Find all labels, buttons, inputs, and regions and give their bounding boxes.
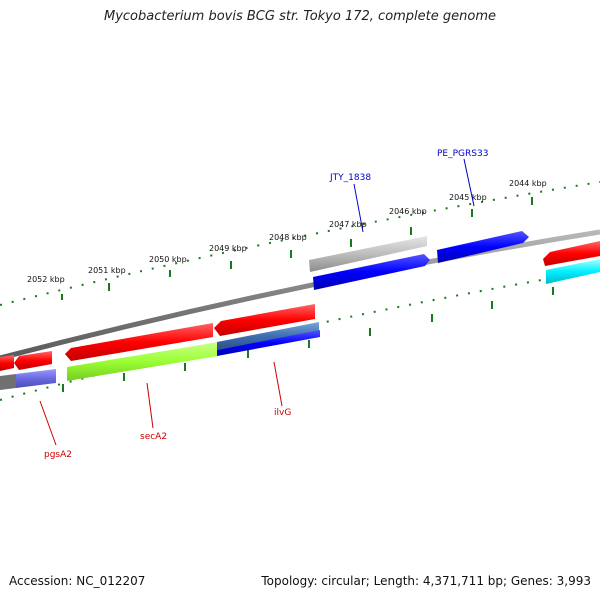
gene-label-pe-pgrs33[interactable]: PE_PGRS33 — [437, 149, 488, 159]
tick-label: 2045 kbp — [449, 193, 487, 202]
gene-arrow-pgsa2-violet[interactable] — [16, 369, 56, 388]
gene-arrow-pgsa2-gray[interactable] — [0, 374, 16, 390]
gene-label-pgsa2[interactable]: pgsA2 — [44, 450, 72, 460]
inner-tick-ring — [0, 269, 600, 401]
gene-label-jty1838[interactable]: JTY_1838 — [329, 173, 371, 183]
gene-label-ilvg[interactable]: ilvG — [274, 408, 291, 418]
tick-labels: 2052 kbp 2051 kbp 2050 kbp 2049 kbp 2048… — [27, 179, 547, 284]
leader-pe-pgrs33 — [463, 158, 475, 207]
gene-arrow-ilvg-blue[interactable] — [217, 330, 320, 356]
gene-arrow-seca2-green[interactable] — [67, 342, 218, 381]
lower-strand-features — [0, 304, 320, 390]
gene-arrow-seca2-red[interactable] — [65, 323, 213, 361]
gene-arrow-pe-pgrs33[interactable] — [437, 231, 529, 263]
leader-pgsa2 — [39, 400, 57, 446]
topology-text: Topology: circular; Length: 4,371,711 bp… — [261, 574, 591, 588]
gene-arrow-right-red[interactable] — [543, 241, 600, 266]
label-leaders — [39, 158, 475, 446]
gene-arrow-right-cyan[interactable] — [546, 259, 600, 284]
tick-label: 2051 kbp — [88, 266, 126, 275]
gene-arrow-left-red-small[interactable] — [14, 351, 52, 370]
upper-strand-features — [309, 231, 600, 290]
tick-label: 2049 kbp — [209, 244, 247, 253]
tick-label: 2052 kbp — [27, 275, 65, 284]
tick-label: 2047 kbp — [329, 220, 367, 229]
tick-label: 2046 kbp — [389, 207, 427, 216]
gene-arrow-ilvg-red[interactable] — [214, 304, 315, 336]
accession-text: Accession: NC_012207 — [9, 574, 146, 588]
outer-major-ticks — [61, 197, 533, 300]
leader-jty1838 — [353, 183, 364, 233]
gene-labels: JTY_1838 PE_PGRS33 pgsA2 secA2 ilvG — [44, 149, 488, 460]
gene-arrow-jty1838-gray[interactable] — [309, 236, 427, 272]
genome-backbone — [0, 229, 600, 361]
gene-arrow-far-left-red[interactable] — [0, 355, 14, 371]
gene-arrow-jty1838-blue[interactable] — [313, 254, 430, 290]
tick-label: 2048 kbp — [269, 233, 307, 242]
inner-major-ticks — [62, 287, 554, 392]
leader-seca2 — [146, 382, 154, 429]
tick-label: 2050 kbp — [149, 255, 187, 264]
leader-ilvg — [273, 361, 283, 407]
gene-arrow-ilvg-steel[interactable] — [217, 322, 319, 350]
page-title: Mycobacterium bovis BCG str. Tokyo 172, … — [104, 9, 496, 24]
tick-label: 2044 kbp — [509, 179, 547, 188]
gene-label-seca2[interactable]: secA2 — [140, 432, 167, 442]
